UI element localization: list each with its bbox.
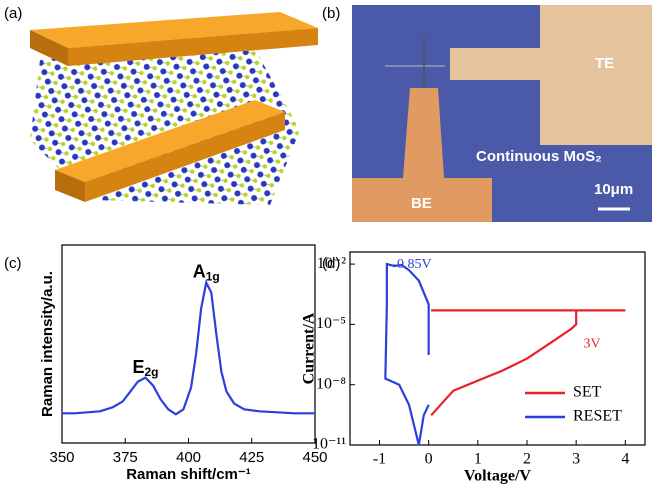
y-tick-label: 10⁻⁵	[316, 315, 346, 332]
annotation-subscript: 2g	[144, 365, 158, 379]
x-tick-label: 450	[302, 449, 327, 466]
annotation: A1g	[193, 261, 220, 283]
x-tick-label: 3	[572, 451, 580, 468]
raman-chart: 350 375 400 425 450 Raman shift/cm⁻¹ Raman int…	[39, 244, 328, 483]
annotation-subscript: 1g	[206, 270, 220, 284]
legend-label: RESET	[573, 408, 622, 425]
x-tick-label: 350	[49, 449, 74, 466]
y-tick-label: 10⁻¹¹	[312, 436, 346, 453]
material-label: Continuous MoS₂	[476, 148, 602, 165]
x-axis-label: Raman shift/cm⁻¹	[126, 466, 251, 483]
annotation: -0.85V	[392, 257, 431, 272]
annotation-text: 3V	[584, 337, 601, 352]
panel-label: (c)	[4, 255, 22, 272]
plot-frame	[349, 251, 646, 446]
scale-label: 10μm	[594, 181, 633, 198]
x-tick-label: -1	[373, 451, 386, 468]
panel-label: (a)	[4, 5, 22, 22]
y-axis-label: Current/A	[301, 312, 318, 384]
te-label: TE	[595, 55, 614, 72]
x-tick-label: 2	[523, 451, 531, 468]
y-tick-label: 10⁻²	[317, 255, 346, 272]
x-axis-label: Voltage/V	[464, 468, 531, 485]
x-tick-label: 375	[113, 449, 138, 466]
iv-chart: -1 0 1 2 3 4 10⁻¹¹ 10⁻⁸ 10⁻⁵ 10⁻² Voltage/V Current…	[301, 251, 646, 485]
annotation: 3V	[584, 337, 601, 352]
mos2-illustration	[30, 12, 318, 205]
data-line	[430, 309, 626, 417]
x-tick-label: 400	[176, 449, 201, 466]
annotation: E2g	[132, 357, 158, 379]
annotation-text: E	[132, 357, 144, 377]
legend-label: SET	[573, 384, 602, 401]
annotation-text: -0.85V	[392, 257, 431, 272]
data-line	[384, 262, 430, 446]
annotation-text: A	[193, 261, 206, 281]
data-line	[62, 279, 315, 416]
panel-label: (b)	[322, 5, 340, 22]
y-tick-label: 10⁻⁸	[316, 375, 346, 392]
x-tick-label: 0	[425, 451, 433, 468]
panel-label: (d)	[322, 255, 340, 272]
y-axis-label: Raman intensity/a.u.	[39, 271, 56, 417]
x-tick-label: 1	[474, 451, 482, 468]
micrograph: TE BE Continuous MoS₂ 10μm	[352, 5, 652, 222]
x-tick-label: 425	[239, 449, 264, 466]
be-label: BE	[411, 195, 432, 212]
x-tick-label: 4	[621, 451, 629, 468]
